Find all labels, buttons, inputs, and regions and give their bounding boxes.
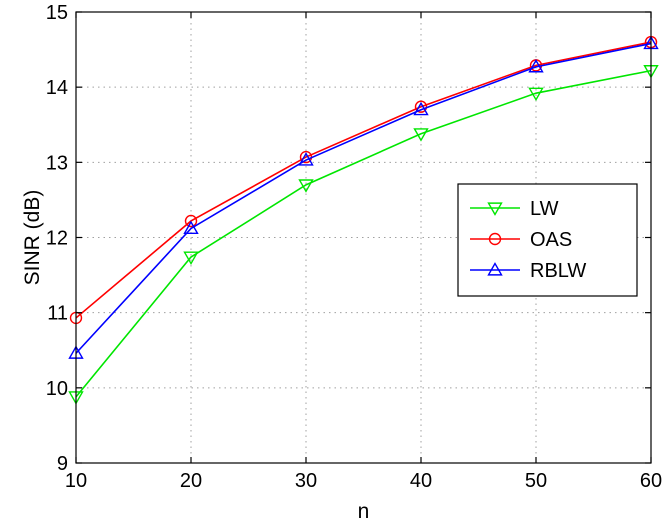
x-tick-label: 60 <box>640 470 662 492</box>
y-tick-label: 13 <box>46 152 68 174</box>
legend-item-rblw: RBLW <box>470 260 586 282</box>
data-point-rblw <box>528 58 544 73</box>
x-tick-label: 20 <box>180 470 202 492</box>
y-axis-label: SINR (dB) <box>21 190 44 286</box>
x-tick-label: 50 <box>525 470 547 492</box>
data-point-lw <box>528 87 544 102</box>
legend-label-lw: LW <box>530 198 559 220</box>
series-line-oas <box>75 41 652 319</box>
series-rblw <box>68 35 659 359</box>
data-point-rblw <box>298 152 314 166</box>
data-point-lw <box>183 251 199 265</box>
legend-label-oas: OAS <box>530 229 572 251</box>
y-tick-label: 11 <box>47 303 68 325</box>
legend-label-rblw: RBLW <box>530 260 586 282</box>
y-tick-label: 15 <box>46 2 68 24</box>
y-tick-label: 9 <box>57 453 68 475</box>
legend-item-oas: OAS <box>470 229 572 251</box>
x-axis-label: n <box>358 500 370 523</box>
x-tick-label: 10 <box>65 470 87 492</box>
data-point-lw <box>413 128 429 142</box>
legend: LW OAS RBLW <box>457 183 638 297</box>
x-tick-label: 40 <box>410 470 432 492</box>
legend-item-lw: LW <box>470 198 559 220</box>
legend-marker-oas <box>488 232 502 246</box>
y-tick-label: 10 <box>46 378 68 400</box>
legend-marker-rblw <box>487 262 503 276</box>
data-point-oas <box>184 214 198 228</box>
legend-marker-lw <box>487 202 503 216</box>
series-line-lw <box>75 69 652 398</box>
data-point-oas <box>414 100 428 113</box>
data-point-lw <box>298 179 314 193</box>
data-point-rblw <box>183 220 199 235</box>
y-tick-label: 12 <box>46 228 68 250</box>
series-line-rblw <box>75 42 652 354</box>
x-tick-label: 30 <box>295 470 317 492</box>
data-point-rblw <box>413 101 429 116</box>
y-tick-label: 14 <box>46 77 68 99</box>
